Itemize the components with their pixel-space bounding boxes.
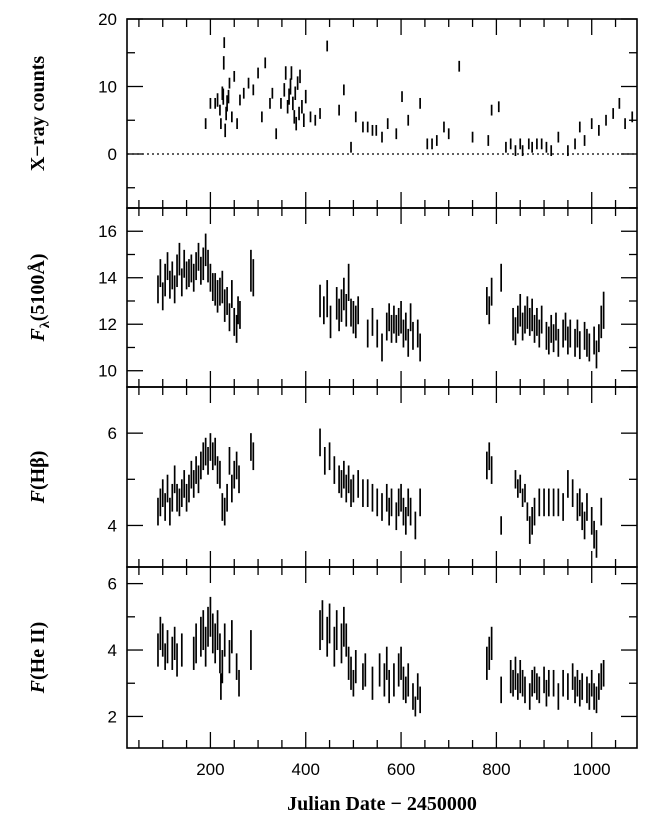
y-tick-label: 10 [98,78,117,97]
x-tick-label: 1000 [573,760,611,779]
x-tick-label: 400 [292,760,320,779]
y-axis-title: Fλ(5100Å) [26,254,53,343]
y-tick-label: 4 [108,516,117,535]
x-tick-label: 200 [196,760,224,779]
x-axis-title: Julian Date − 2450000 [287,793,477,815]
y-tick-label: 6 [108,424,117,443]
y-tick-label: 20 [98,10,117,29]
y-tick-label: 2 [108,707,117,726]
panel-f5100: 10 12 14 16 Fλ(5100Å) [26,207,638,388]
y-tick-label: 10 [98,362,117,381]
x-tick-label: 600 [387,760,415,779]
y-tick-label: 16 [98,222,117,241]
panel-xray: 0 10 20 X−ray counts [27,10,638,209]
panel-hbeta: 4 6 F(Hβ) [27,386,638,568]
y-tick-label: 4 [108,641,117,660]
panel-frame [126,566,638,749]
x-tick-label: 800 [482,760,510,779]
y-tick-label: 12 [98,315,117,334]
panel-frame [126,18,638,209]
y-axis-title: X−ray counts [27,56,49,172]
series-f5100 [157,233,605,369]
panel-heii: 2 4 6 F(He II) [27,566,638,749]
series-xray [204,37,634,157]
y-axis-title: F(He II) [27,622,49,695]
y-tick-label: 0 [108,145,117,164]
series-heii [157,596,605,717]
series-hbeta [157,428,603,558]
y-tick-label: 14 [98,269,117,288]
y-axis-title: F(Hβ) [27,451,49,505]
panel-frame [126,386,638,568]
y-tick-label: 6 [108,575,117,594]
